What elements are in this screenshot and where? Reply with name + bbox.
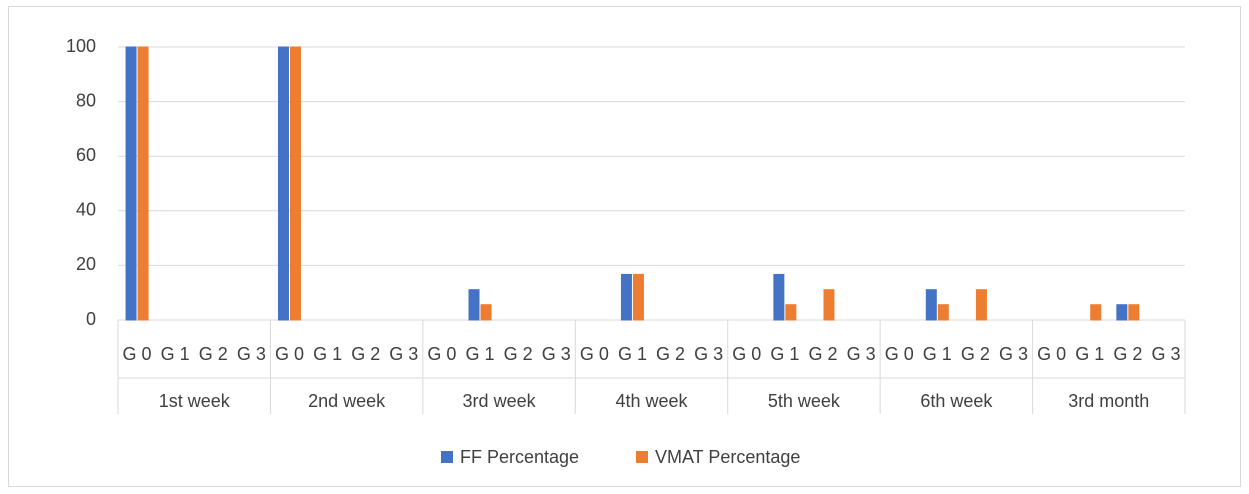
group-label: 6th week	[920, 391, 993, 411]
x-tick-label: G 3	[237, 344, 266, 364]
x-tick-label: G 2	[961, 344, 990, 364]
x-tick-label: G 3	[542, 344, 571, 364]
x-tick-label: G 0	[275, 344, 304, 364]
y-tick-label: 100	[66, 36, 96, 56]
y-tick-label: 60	[76, 145, 96, 165]
group-label: 3rd week	[463, 391, 537, 411]
x-tick-label: G 1	[1075, 344, 1104, 364]
x-tick-label: G 2	[656, 344, 685, 364]
x-tick-label: G 2	[351, 344, 380, 364]
x-tick-label: G 0	[732, 344, 761, 364]
legend-swatch	[636, 451, 648, 463]
bar	[823, 289, 835, 321]
x-tick-label: G 0	[1037, 344, 1066, 364]
bar	[925, 289, 937, 321]
bar	[137, 46, 149, 321]
x-tick-label: G 3	[389, 344, 418, 364]
x-tick-label: G 1	[161, 344, 190, 364]
x-tick-label: G 3	[1151, 344, 1180, 364]
legend-label: FF Percentage	[460, 447, 579, 467]
bar	[620, 273, 632, 321]
bar	[480, 304, 492, 321]
bar	[1128, 304, 1140, 321]
bar	[632, 273, 644, 321]
x-tick-label: G 1	[313, 344, 342, 364]
legend-swatch	[441, 451, 453, 463]
bar	[277, 46, 289, 321]
bar	[1090, 304, 1102, 321]
x-tick-label: G 3	[999, 344, 1028, 364]
x-tick-label: G 2	[504, 344, 533, 364]
bar	[785, 304, 797, 321]
x-tick-label: G 0	[123, 344, 152, 364]
group-label: 4th week	[615, 391, 688, 411]
bar	[125, 46, 137, 321]
bar	[975, 289, 987, 321]
x-tick-label: G 1	[466, 344, 495, 364]
group-label: 3rd month	[1068, 391, 1149, 411]
x-tick-label: G 1	[770, 344, 799, 364]
x-tick-label: G 0	[885, 344, 914, 364]
x-tick-label: G 0	[580, 344, 609, 364]
bar	[773, 273, 785, 321]
x-tick-label: G 1	[923, 344, 952, 364]
y-tick-label: 40	[76, 200, 96, 220]
y-tick-label: 20	[76, 254, 96, 274]
group-label: 5th week	[768, 391, 841, 411]
chart-border	[8, 6, 1241, 487]
legend-label: VMAT Percentage	[655, 447, 800, 467]
group-label: 1st week	[159, 391, 231, 411]
x-tick-label: G 3	[694, 344, 723, 364]
y-tick-label: 0	[86, 309, 96, 329]
bar	[1116, 304, 1128, 321]
bar	[468, 289, 480, 321]
bar	[937, 304, 949, 321]
x-tick-label: G 3	[847, 344, 876, 364]
group-label: 2nd week	[308, 391, 386, 411]
x-tick-label: G 2	[1113, 344, 1142, 364]
bar	[289, 46, 301, 321]
x-tick-label: G 1	[618, 344, 647, 364]
y-tick-label: 80	[76, 90, 96, 110]
x-tick-label: G 0	[427, 344, 456, 364]
x-tick-label: G 2	[199, 344, 228, 364]
x-tick-label: G 2	[808, 344, 837, 364]
